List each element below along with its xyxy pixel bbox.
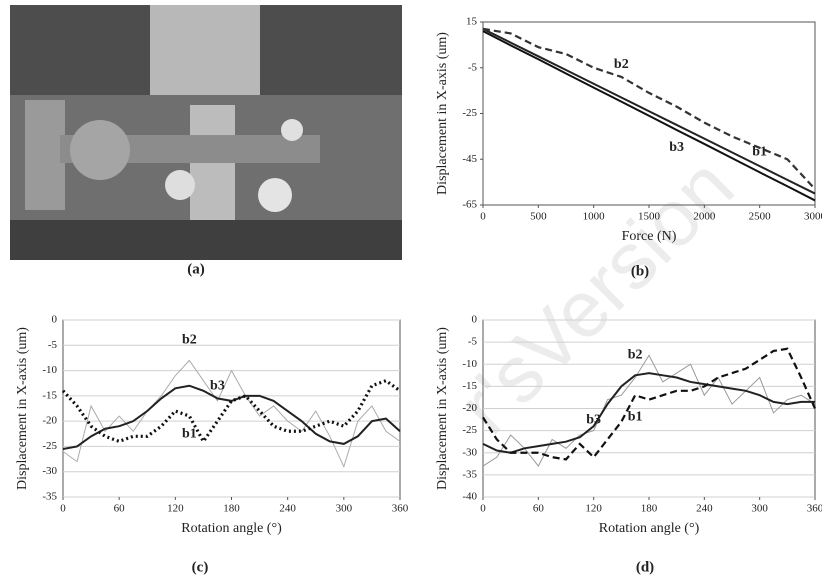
x-tick-label: 3000: [804, 211, 822, 223]
photo-support: [25, 100, 65, 210]
series-line: [61, 378, 401, 445]
series-line: [482, 372, 815, 454]
series-label: b1: [752, 144, 767, 159]
y-tick-label: -30: [462, 446, 477, 458]
x-tick-label: 180: [641, 503, 658, 515]
series-line: [62, 359, 401, 469]
y-tick-label: 0: [472, 314, 478, 326]
x-tick-label: 1000: [583, 211, 606, 223]
x-tick-label: 60: [533, 503, 545, 515]
caption: (d): [636, 559, 654, 575]
series-label: b1: [628, 409, 643, 424]
y-tick-label: -65: [462, 199, 477, 211]
y-tick-label: 0: [52, 314, 58, 326]
x-tick-label: 240: [279, 503, 296, 515]
caption: (b): [631, 263, 649, 279]
series-label: b3: [669, 140, 684, 155]
y-tick-label: -25: [462, 107, 477, 119]
series-line: [482, 354, 816, 467]
series-label: b3: [586, 412, 601, 427]
series-label: b2: [182, 333, 197, 348]
x-tick-label: 0: [60, 503, 66, 515]
y-tick-label: -30: [42, 465, 57, 477]
y-tick-label: -20: [42, 415, 57, 427]
y-tick-label: -10: [462, 358, 477, 370]
chart: -35 -30 -25 -20 -15 -10 -5 0 0 60 120 180 240 300 360 R…: [15, 314, 409, 576]
x-tick-label: 120: [585, 503, 602, 515]
photo-gauge: [258, 178, 292, 212]
series-line: [482, 30, 816, 202]
photo-base: [10, 220, 402, 260]
series-line: [62, 384, 401, 450]
watermark: r'sVersion: [441, 141, 751, 451]
series-line: [482, 27, 816, 195]
x-tick-label: 360: [807, 503, 822, 515]
y-tick-label: -5: [468, 336, 478, 348]
y-tick-label: -25: [42, 440, 57, 452]
x-tick-label: 300: [751, 503, 768, 515]
x-tick-label: 500: [530, 211, 547, 223]
x-tick-label: 240: [696, 503, 713, 515]
x-axis-label: Rotation angle (°): [599, 521, 700, 536]
series-label: b2: [614, 57, 629, 72]
series-label: b1: [182, 426, 197, 441]
y-axis-label: Displacement in X-axis (um): [15, 327, 30, 490]
chart: -65 -45 -25 -5 15 0 500 1000 1500 2000 2500 3000 For…: [435, 16, 822, 280]
x-tick-label: 2000: [693, 211, 716, 223]
x-axis-label: Rotation angle (°): [181, 521, 282, 536]
x-tick-label: 60: [114, 503, 126, 515]
x-tick-label: 120: [167, 503, 184, 515]
photo: (a): [10, 5, 402, 277]
y-tick-label: -35: [462, 468, 477, 480]
series-label: b2: [628, 348, 643, 363]
y-tick-label: -15: [462, 380, 477, 392]
x-tick-label: 1500: [638, 211, 661, 223]
y-tick-label: -40: [462, 491, 477, 503]
y-tick-label: -25: [462, 424, 477, 436]
x-tick-label: 2500: [749, 211, 772, 223]
series-line: [482, 347, 817, 461]
x-tick-label: 180: [223, 503, 240, 515]
y-tick-label: -20: [462, 402, 477, 414]
series-line: [482, 27, 816, 190]
photo-gauge: [70, 120, 130, 180]
y-axis-label: Displacement in X-axis (um): [435, 327, 450, 490]
caption: (a): [187, 261, 205, 277]
x-tick-label: 0: [480, 503, 486, 515]
y-tick-label: 15: [466, 16, 478, 28]
series-label: b3: [210, 379, 225, 394]
caption: (c): [192, 559, 209, 575]
plot-area: [62, 319, 401, 498]
y-tick-label: -5: [48, 339, 58, 351]
x-axis-label: Force (N): [622, 229, 677, 244]
plot-area: [482, 21, 816, 206]
photo-gauge: [165, 170, 195, 200]
photo-gauge: [281, 119, 303, 141]
y-tick-label: -10: [42, 364, 57, 376]
y-tick-label: -15: [42, 389, 57, 401]
chart: -40 -35 -30 -25 -20 -15 -10 -5 0 0 60 120 180 240 300 3…: [435, 314, 822, 576]
x-tick-label: 360: [392, 503, 409, 515]
photo-fixture: [150, 5, 260, 95]
photo-support: [190, 105, 235, 240]
x-tick-label: 0: [480, 211, 486, 223]
y-tick-label: -5: [468, 61, 478, 73]
y-tick-label: -45: [462, 153, 477, 165]
y-tick-label: -35: [42, 491, 57, 503]
y-axis-label: Displacement in X-axis (um): [435, 32, 450, 195]
x-tick-label: 300: [336, 503, 353, 515]
